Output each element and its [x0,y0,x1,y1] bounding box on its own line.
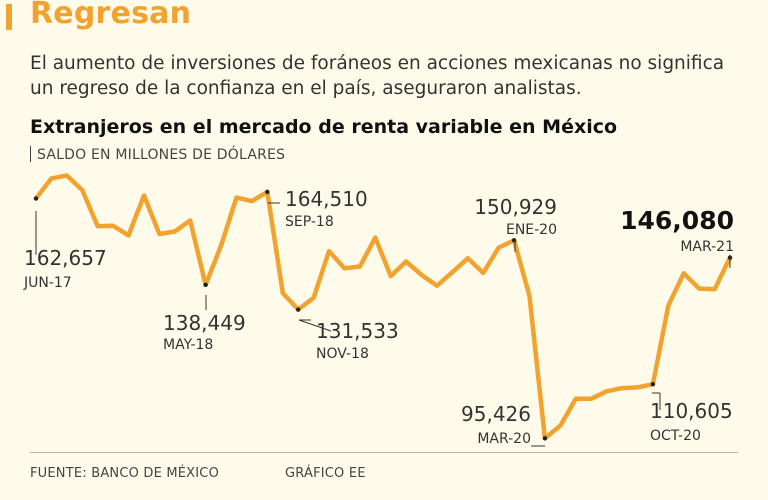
point-marker [203,282,208,288]
data-label-value: 150,929 [474,195,557,219]
chart-title: Extranjeros en el mercado de renta varia… [30,116,618,138]
point-marker [265,189,270,195]
point-marker [542,436,548,441]
headline: Regresan [30,0,192,31]
point-marker [295,307,301,312]
footer-source: FUENTE: BANCO DE MÉXICO [30,466,220,481]
baseline-divider [30,452,738,453]
series-line [33,173,733,441]
data-label-date: MAR-21 [680,239,734,255]
data-label-date: JUN-17 [23,275,72,291]
accent-bar [6,4,12,30]
point-marker [33,196,39,201]
data-label-value: 131,533 [316,319,399,343]
data-label-value: 95,426 [461,402,531,426]
data-label-date: SEP-18 [285,214,334,230]
data-label-value: 110,605 [650,399,733,423]
chart-ylabel: SALDO EN MILLONES DE DÓLARES [37,147,286,163]
data-label-date: MAY-18 [163,337,213,353]
data-label-date: MAR-20 [477,431,531,447]
footer-credit: GRÁFICO EE [285,466,366,481]
leader-line [298,319,332,332]
data-label-date: OCT-20 [650,428,701,444]
data-label-date: NOV-18 [316,346,369,362]
chart-unit-label: SALDO EN MILLONES DE DÓLARES [30,146,285,163]
subtitle: El aumento de inversiones de foráneos en… [30,53,725,99]
data-label-value: 138,449 [163,311,246,335]
data-label-value: 162,657 [24,246,107,270]
unit-divider [30,146,31,162]
point-marker [511,238,517,243]
data-label-value: 164,510 [285,187,368,211]
point-marker [650,381,656,387]
data-label-value: 146,080 [620,206,734,235]
data-label-date: ENE-20 [506,222,557,238]
